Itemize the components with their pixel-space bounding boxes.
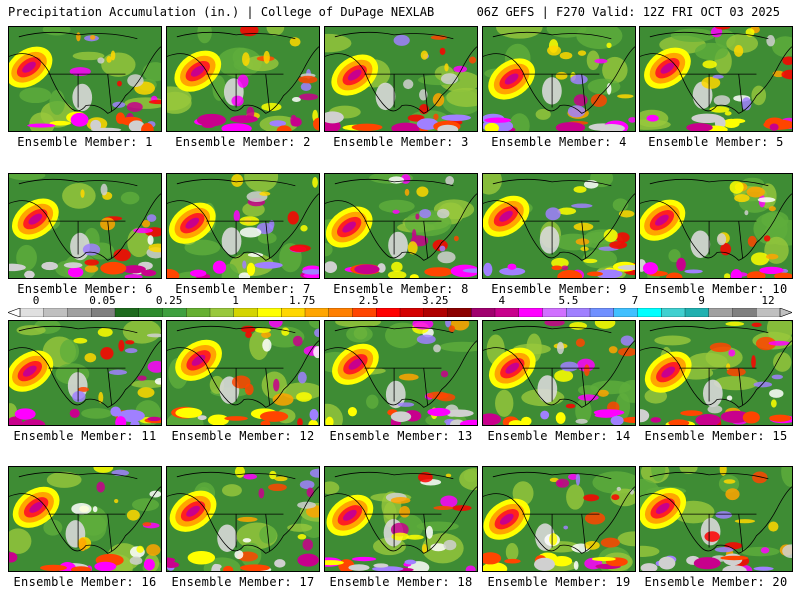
colorbar-swatch bbox=[399, 308, 425, 317]
colorbar-tick-label: 12 bbox=[761, 294, 775, 307]
ensemble-member-label: Ensemble Member: 18 bbox=[329, 575, 473, 589]
colorbar-tick-label: 4 bbox=[498, 294, 506, 307]
ensemble-map-4 bbox=[482, 26, 636, 132]
colorbar-swatch bbox=[162, 308, 187, 317]
colorbar-swatch bbox=[447, 308, 472, 317]
ensemble-member-label: Ensemble Member: 8 bbox=[333, 282, 469, 296]
colorbar-tick-label: 2.5 bbox=[358, 294, 379, 307]
colorbar-swatch bbox=[494, 308, 520, 317]
ensemble-member-label: Ensemble Member: 14 bbox=[487, 429, 631, 443]
ensemble-member-label: Ensemble Member: 20 bbox=[644, 575, 788, 589]
ensemble-member-label: Ensemble Member: 15 bbox=[644, 429, 788, 443]
colorbar-tick-label: 9 bbox=[698, 294, 705, 307]
ensemble-map-19 bbox=[482, 466, 636, 572]
ensemble-map-1 bbox=[8, 26, 162, 132]
colorbar-swatch bbox=[91, 308, 116, 317]
ensemble-member-label: Ensemble Member: 9 bbox=[491, 282, 627, 296]
colorbar-swatch bbox=[186, 308, 211, 317]
colorbar-swatch bbox=[304, 308, 330, 317]
colorbar-swatch bbox=[67, 308, 92, 317]
ensemble-map-13 bbox=[324, 320, 478, 426]
ensemble-member-label: Ensemble Member: 5 bbox=[648, 135, 784, 149]
colorbar-min-arrow bbox=[8, 308, 21, 317]
colorbar-swatch bbox=[281, 308, 306, 317]
colorbar-swatch bbox=[423, 308, 448, 317]
ensemble-member-label: Ensemble Member: 7 bbox=[175, 282, 311, 296]
colorbar-swatch bbox=[376, 308, 401, 317]
colorbar-swatch bbox=[352, 308, 377, 317]
ensemble-map-6 bbox=[8, 173, 162, 279]
ensemble-map-9 bbox=[482, 173, 636, 279]
colorbar-swatch bbox=[328, 308, 353, 317]
colorbar-swatch bbox=[708, 308, 733, 317]
ensemble-map-12 bbox=[166, 320, 320, 426]
colorbar-swatch bbox=[518, 308, 543, 317]
colorbar-swatch bbox=[589, 308, 615, 317]
ensemble-member-label: Ensemble Member: 2 bbox=[175, 135, 311, 149]
colorbar-swatch bbox=[566, 308, 591, 317]
ensemble-map-20 bbox=[639, 466, 793, 572]
ensemble-member-label: Ensemble Member: 4 bbox=[491, 135, 627, 149]
ensemble-map-3 bbox=[324, 26, 478, 132]
ensemble-map-7 bbox=[166, 173, 320, 279]
ensemble-member-label: Ensemble Member: 17 bbox=[171, 575, 315, 589]
colorbar-tick-label: 0.05 bbox=[89, 294, 116, 307]
colorbar-swatch bbox=[684, 308, 710, 317]
colorbar-swatch bbox=[209, 308, 235, 317]
colorbar-tick-label: 0.25 bbox=[155, 294, 183, 307]
product-title: Precipitation Accumulation (in.) | Colle… bbox=[8, 5, 435, 19]
colorbar-swatch bbox=[613, 308, 638, 317]
colorbar-swatch bbox=[43, 308, 68, 317]
ensemble-map-8 bbox=[324, 173, 478, 279]
colorbar-swatch bbox=[19, 308, 45, 317]
colorbar-swatch bbox=[756, 308, 781, 317]
ensemble-map-17 bbox=[166, 466, 320, 572]
ensemble-map-10 bbox=[639, 173, 793, 279]
colorbar-tick-label: 1 bbox=[232, 294, 239, 307]
run-info: 06Z GEFS | F270 Valid: 12Z FRI OCT 03 20… bbox=[476, 5, 780, 19]
colorbar-swatch bbox=[138, 308, 163, 317]
colorbar-tick-label: 0 bbox=[32, 294, 40, 307]
ensemble-map-18 bbox=[324, 466, 478, 572]
ensemble-member-label: Ensemble Member: 1 bbox=[17, 135, 153, 149]
colorbar-labels: 0 0.05 0.25 1 1.75 2.5 3.25 4 5.5 7 9 12 bbox=[8, 294, 792, 307]
colorbar-scale bbox=[8, 308, 792, 317]
ensemble-member-label: Ensemble Member: 11 bbox=[13, 429, 157, 443]
ensemble-map-5 bbox=[639, 26, 793, 132]
colorbar-tick-label: 5.5 bbox=[558, 294, 579, 307]
colorbar: 0 0.05 0.25 1 1.75 2.5 3.25 4 5.5 7 9 12 bbox=[8, 294, 792, 318]
ensemble-member-label: Ensemble Member: 13 bbox=[329, 429, 473, 443]
colorbar-tick-label: 1.75 bbox=[288, 294, 316, 307]
ensemble-member-label: Ensemble Member: 16 bbox=[13, 575, 157, 589]
ensemble-map-15 bbox=[639, 320, 793, 426]
colorbar-swatch bbox=[233, 308, 258, 317]
colorbar-tick-label: 3.25 bbox=[422, 294, 449, 307]
ensemble-map-2 bbox=[166, 26, 320, 132]
ensemble-map-14 bbox=[482, 320, 636, 426]
colorbar-swatch bbox=[732, 308, 757, 317]
header: Precipitation Accumulation (in.) | Colle… bbox=[0, 0, 800, 24]
colorbar-max-arrow bbox=[779, 308, 792, 317]
colorbar-swatch bbox=[471, 308, 496, 317]
colorbar-swatch bbox=[257, 308, 282, 317]
ensemble-member-label: Ensemble Member: 12 bbox=[171, 429, 315, 443]
colorbar-swatch bbox=[114, 308, 140, 317]
ensemble-member-label: Ensemble Member: 10 bbox=[644, 282, 788, 296]
colorbar-swatch bbox=[637, 308, 662, 317]
ensemble-map-11 bbox=[8, 320, 162, 426]
ensemble-member-label: Ensemble Member: 6 bbox=[17, 282, 153, 296]
colorbar-swatch bbox=[542, 308, 567, 317]
colorbar-tick-label: 7 bbox=[631, 294, 639, 307]
colorbar-swatch bbox=[661, 308, 686, 317]
ensemble-member-label: Ensemble Member: 3 bbox=[333, 135, 469, 149]
ensemble-member-label: Ensemble Member: 19 bbox=[487, 575, 631, 589]
ensemble-map-16 bbox=[8, 466, 162, 572]
